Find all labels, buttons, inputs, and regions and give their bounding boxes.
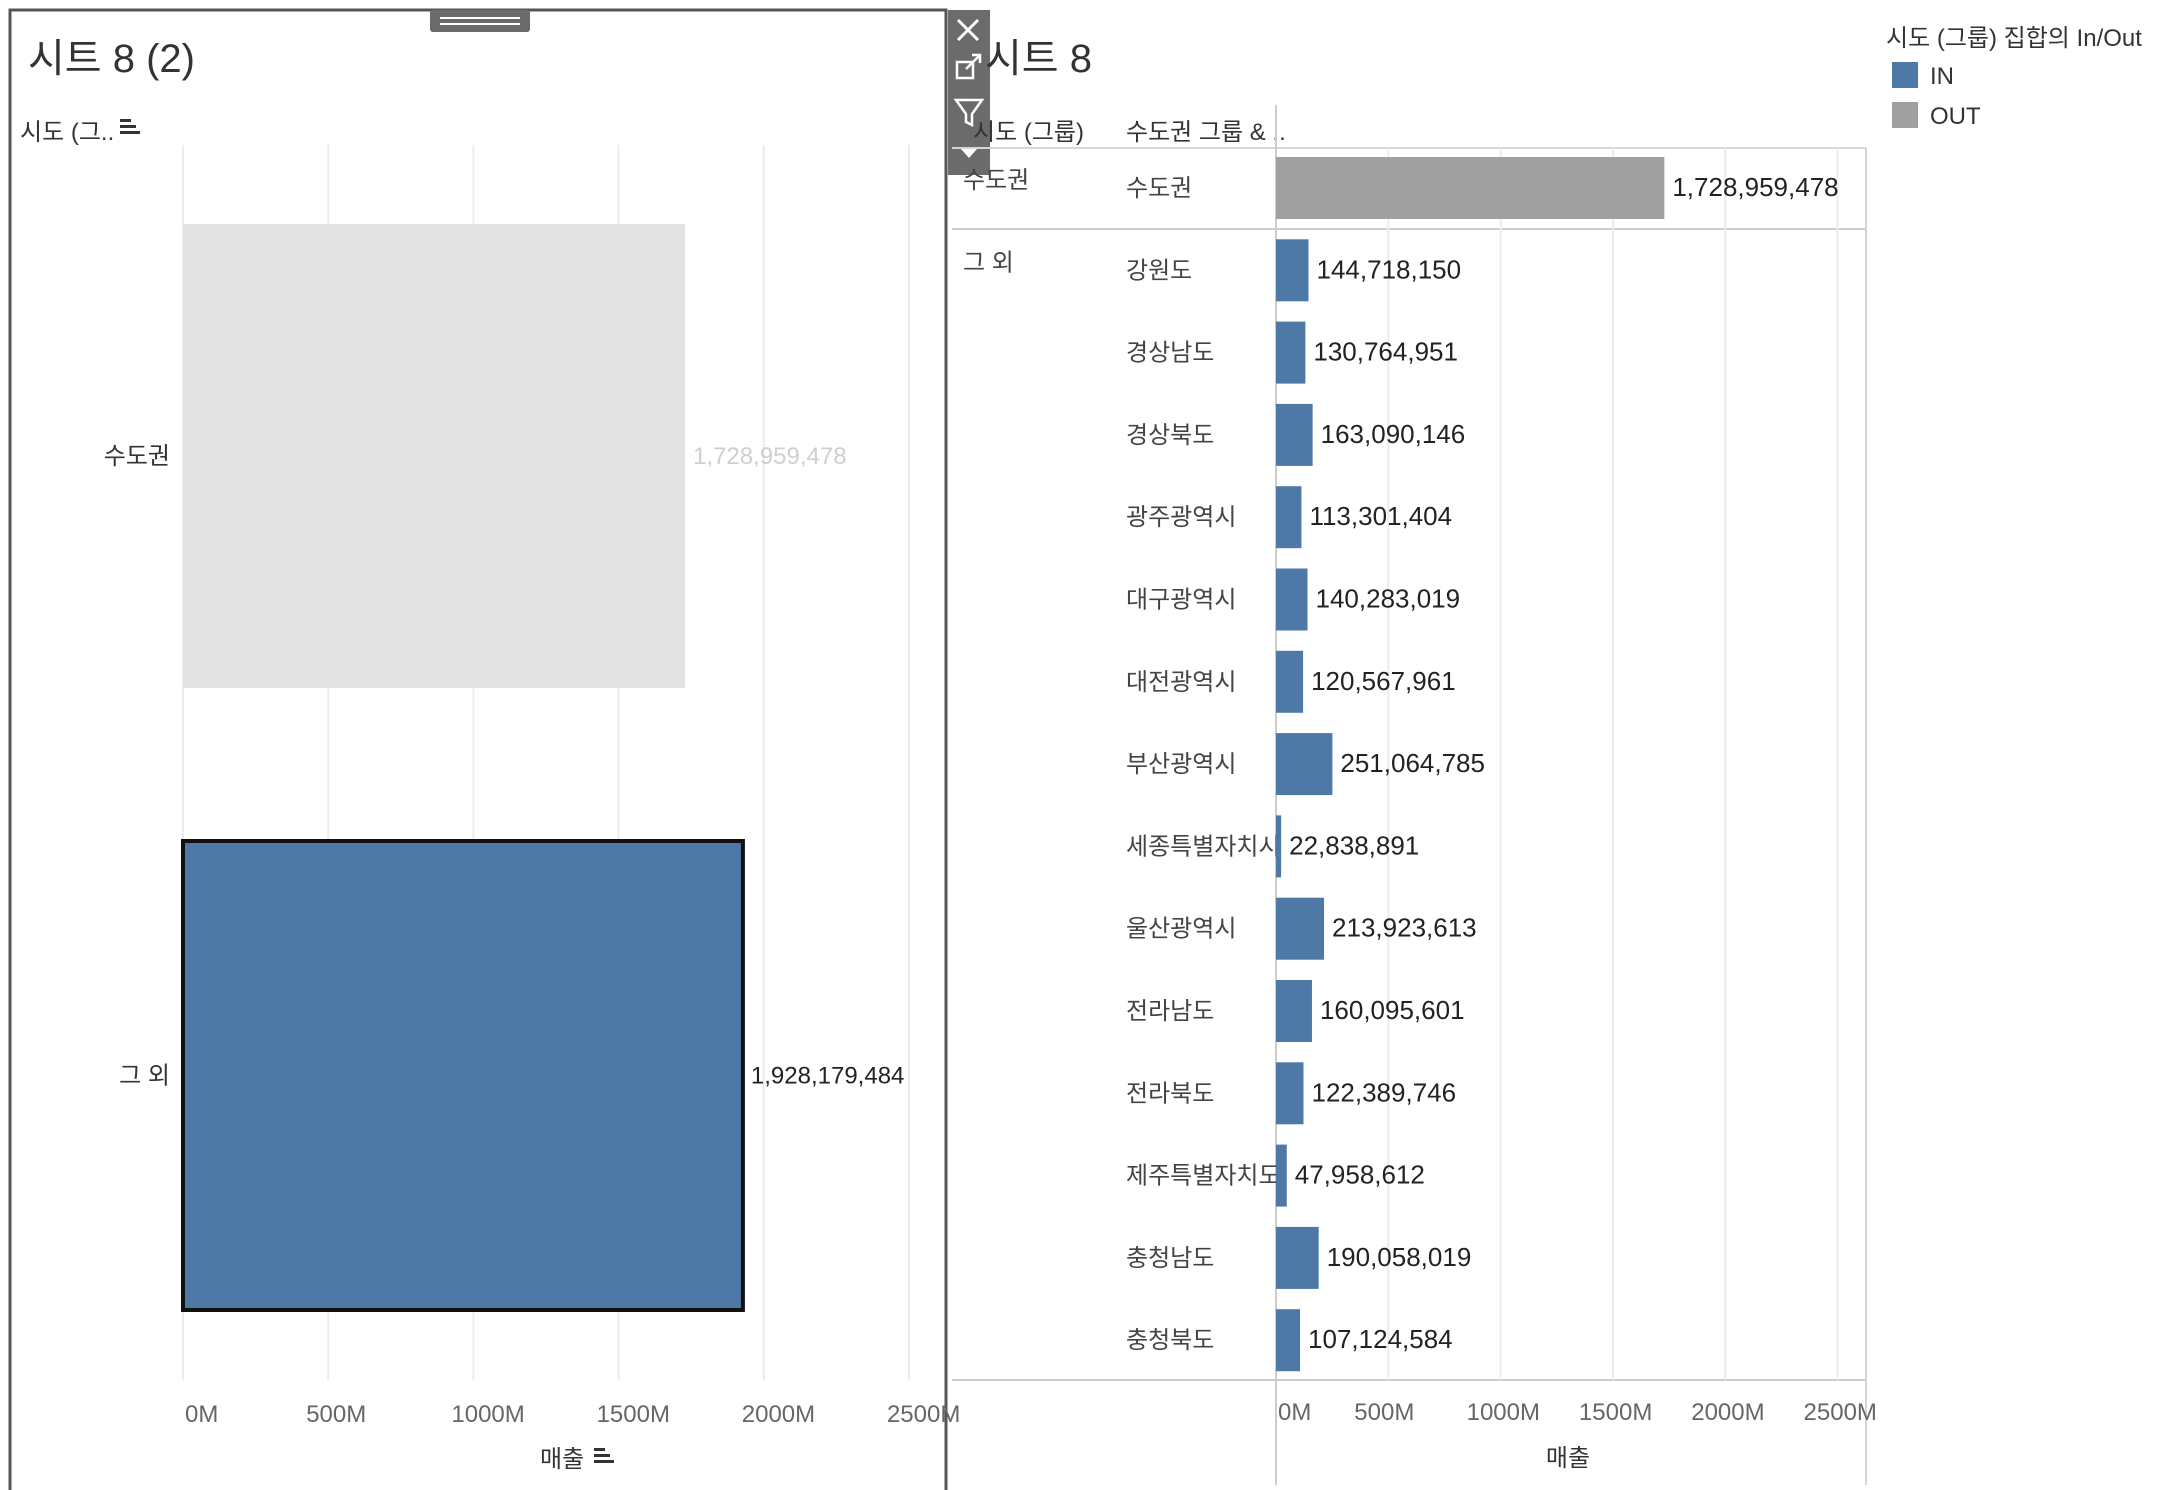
data-label: 122,389,746 bbox=[1311, 1077, 1456, 1107]
column-header: 시도 (그룹) bbox=[973, 119, 1084, 146]
bar[interactable] bbox=[1276, 815, 1282, 878]
region-label: 세종특별자치시 bbox=[1126, 833, 1281, 860]
region-label: 대구광역시 bbox=[1126, 587, 1236, 614]
region-label: 강원도 bbox=[1126, 257, 1192, 284]
drag-handle-bg[interactable] bbox=[430, 10, 530, 32]
open-external-icon-box bbox=[955, 60, 975, 80]
data-label: 22,838,891 bbox=[1289, 830, 1419, 860]
open-external-icon-arrow bbox=[965, 54, 981, 70]
data-label: 251,064,785 bbox=[1340, 748, 1485, 778]
x-tick-label: 1500M bbox=[597, 1401, 670, 1428]
group-label: 그 외 bbox=[963, 249, 1014, 276]
sort-icon[interactable] bbox=[120, 119, 140, 134]
x-tick-label: 0M bbox=[185, 1401, 218, 1428]
bar[interactable] bbox=[1276, 980, 1312, 1042]
region-label: 광주광역시 bbox=[1126, 504, 1236, 531]
legend-swatch[interactable] bbox=[1892, 102, 1918, 128]
region-label: 경상북도 bbox=[1126, 422, 1214, 449]
sort-icon-bar bbox=[594, 1448, 605, 1451]
bar[interactable] bbox=[1276, 1144, 1287, 1207]
x-tick-label: 2500M bbox=[887, 1401, 960, 1428]
bar[interactable] bbox=[181, 839, 745, 1312]
region-label: 경상남도 bbox=[1126, 340, 1214, 367]
open-external-icon-head bbox=[972, 53, 982, 63]
group-label: 수도권 bbox=[963, 167, 1029, 194]
drag-handle[interactable] bbox=[430, 10, 530, 32]
legend-title: 시도 (그룹) 집합의 In/Out bbox=[1886, 25, 2142, 52]
x-tick-label: 500M bbox=[306, 1401, 366, 1428]
close-icon[interactable] bbox=[956, 18, 980, 42]
x-axis-title: 매출 bbox=[540, 1446, 584, 1473]
x-tick-label: 1000M bbox=[451, 1401, 524, 1428]
bar[interactable] bbox=[1276, 403, 1313, 466]
data-label: 120,567,961 bbox=[1311, 666, 1456, 696]
bar[interactable] bbox=[1276, 650, 1304, 713]
region-label: 부산광역시 bbox=[1126, 751, 1236, 778]
x-tick-label: 1500M bbox=[1579, 1399, 1652, 1426]
data-label: 213,923,613 bbox=[1332, 913, 1477, 943]
data-label: 1,728,959,478 bbox=[693, 443, 846, 470]
sort-icon-bar bbox=[594, 1460, 614, 1463]
data-label: 1,928,179,484 bbox=[751, 1063, 904, 1090]
bar[interactable] bbox=[1276, 486, 1302, 549]
bar[interactable] bbox=[1276, 239, 1309, 302]
category-label: 그 외 bbox=[119, 1063, 170, 1090]
data-label: 107,124,584 bbox=[1308, 1324, 1453, 1354]
close-icon-stroke bbox=[956, 18, 980, 42]
more-options-icon[interactable] bbox=[961, 149, 977, 158]
bar[interactable] bbox=[1276, 321, 1306, 384]
data-label: 1,728,959,478 bbox=[1672, 172, 1838, 202]
sort-icon[interactable] bbox=[594, 1448, 614, 1463]
legend-item-label[interactable]: IN bbox=[1930, 63, 1954, 90]
data-label: 190,058,019 bbox=[1327, 1242, 1472, 1272]
region-label: 대전광역시 bbox=[1126, 669, 1236, 696]
column-header: 수도권 그룹 & .. bbox=[1126, 119, 1286, 146]
data-label: 144,718,150 bbox=[1317, 254, 1462, 284]
x-axis-title: 매출 bbox=[1546, 1445, 1590, 1472]
filter-icon[interactable] bbox=[953, 98, 985, 128]
bar[interactable] bbox=[1276, 733, 1333, 796]
open-external-icon[interactable] bbox=[955, 53, 982, 80]
region-label: 전라북도 bbox=[1126, 1080, 1214, 1107]
region-label: 제주특별자치도 bbox=[1126, 1163, 1281, 1190]
sheet-title: 시트 8 bbox=[985, 37, 1092, 81]
data-label: 47,958,612 bbox=[1295, 1160, 1425, 1190]
bar[interactable] bbox=[1276, 897, 1325, 960]
x-tick-label: 2000M bbox=[1691, 1399, 1764, 1426]
region-label: 수도권 bbox=[1126, 175, 1192, 202]
sort-icon-bar bbox=[120, 131, 140, 134]
data-label: 163,090,146 bbox=[1321, 419, 1466, 449]
x-tick-label: 2000M bbox=[742, 1401, 815, 1428]
x-tick-label: 2500M bbox=[1804, 1399, 1877, 1426]
sheet-toolbar bbox=[948, 10, 990, 175]
sort-icon-bar bbox=[594, 1454, 610, 1457]
category-label: 수도권 bbox=[104, 443, 170, 470]
bar[interactable] bbox=[1276, 1309, 1301, 1372]
bar[interactable] bbox=[1276, 568, 1308, 631]
region-label: 울산광역시 bbox=[1126, 916, 1236, 943]
data-label: 140,283,019 bbox=[1316, 584, 1461, 614]
legend-swatch[interactable] bbox=[1892, 62, 1918, 88]
bar[interactable] bbox=[183, 224, 686, 688]
bar[interactable] bbox=[1276, 1062, 1304, 1125]
sort-icon-bar bbox=[120, 125, 136, 128]
legend-item-label[interactable]: OUT bbox=[1930, 103, 1981, 130]
bar[interactable] bbox=[1276, 157, 1665, 219]
data-label: 160,095,601 bbox=[1320, 995, 1465, 1025]
x-tick-label: 1000M bbox=[1467, 1399, 1540, 1426]
x-tick-label: 0M bbox=[1278, 1399, 1311, 1426]
region-label: 충청북도 bbox=[1126, 1327, 1214, 1354]
data-label: 130,764,951 bbox=[1313, 337, 1458, 367]
row-header-label: 시도 (그.. bbox=[20, 119, 114, 146]
region-label: 충청남도 bbox=[1126, 1245, 1214, 1272]
sheet-title: 시트 8 (2) bbox=[28, 37, 195, 81]
sort-icon-bar bbox=[120, 119, 131, 122]
x-tick-label: 500M bbox=[1354, 1399, 1414, 1426]
data-label: 113,301,404 bbox=[1309, 501, 1452, 531]
region-label: 전라남도 bbox=[1126, 998, 1214, 1025]
bar[interactable] bbox=[1276, 1226, 1319, 1289]
